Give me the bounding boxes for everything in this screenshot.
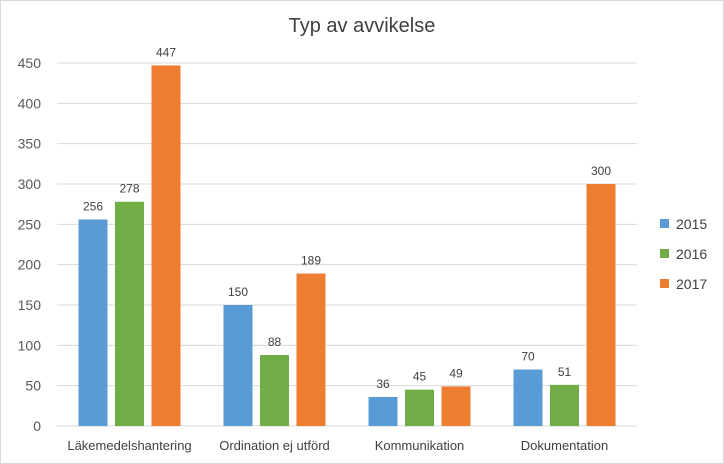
data-label: 150 <box>228 285 248 299</box>
legend-entry: 2016 <box>676 246 707 262</box>
data-label: 88 <box>268 335 282 349</box>
legend-swatch <box>660 249 669 258</box>
data-label: 300 <box>591 164 611 178</box>
chart-title: Typ av avvikelse <box>288 15 436 37</box>
category-label: Läkemedelshantering <box>67 438 191 453</box>
data-label: 49 <box>449 366 463 380</box>
y-tick-label: 250 <box>18 216 42 232</box>
category-label: Dokumentation <box>521 438 608 453</box>
y-tick-label: 0 <box>33 418 41 434</box>
bar-2016-3 <box>550 384 579 426</box>
data-label: 51 <box>558 365 572 379</box>
legend-swatch <box>660 279 669 288</box>
bar-2017-0 <box>151 65 181 427</box>
bar-2017-1 <box>296 273 326 426</box>
data-labels: 256 278 447 150 88 189 36 45 49 70 51 300 <box>83 45 611 391</box>
bar-2015-2 <box>368 396 398 426</box>
bar-2015-3 <box>513 369 543 426</box>
y-tick-label: 200 <box>18 257 42 273</box>
bars <box>78 65 616 427</box>
data-label: 447 <box>156 45 176 59</box>
bar-2016-2 <box>405 389 434 426</box>
bar-2016-0 <box>115 201 144 426</box>
y-tick-label: 150 <box>18 297 42 313</box>
x-axis-categories: Läkemedelshantering Ordination ej utförd K… <box>67 438 608 453</box>
data-label: 189 <box>301 254 321 268</box>
data-label: 278 <box>119 182 139 196</box>
y-tick-label: 350 <box>18 136 42 152</box>
data-label: 45 <box>413 370 427 384</box>
data-label: 36 <box>376 377 390 391</box>
legend-swatch <box>660 219 669 228</box>
legend-entry: 2015 <box>676 216 707 232</box>
y-axis-ticks: 0 50 100 150 200 250 300 350 400 450 <box>18 55 42 434</box>
y-tick-label: 300 <box>18 176 42 192</box>
legend-entry: 2017 <box>676 276 707 292</box>
data-label: 70 <box>521 350 535 364</box>
y-tick-label: 450 <box>18 55 42 71</box>
legend: 2015 2016 2017 <box>660 216 707 292</box>
bar-2017-3 <box>586 184 616 426</box>
bar-2017-2 <box>441 386 471 426</box>
data-label: 256 <box>83 199 103 213</box>
y-tick-label: 100 <box>18 337 42 353</box>
y-tick-label: 50 <box>25 378 41 394</box>
y-tick-label: 400 <box>18 95 42 111</box>
category-label: Kommunikation <box>375 438 465 453</box>
bar-2015-0 <box>78 219 108 426</box>
category-label: Ordination ej utförd <box>219 438 330 453</box>
bar-2016-1 <box>260 355 289 426</box>
bar-2015-1 <box>223 305 253 426</box>
